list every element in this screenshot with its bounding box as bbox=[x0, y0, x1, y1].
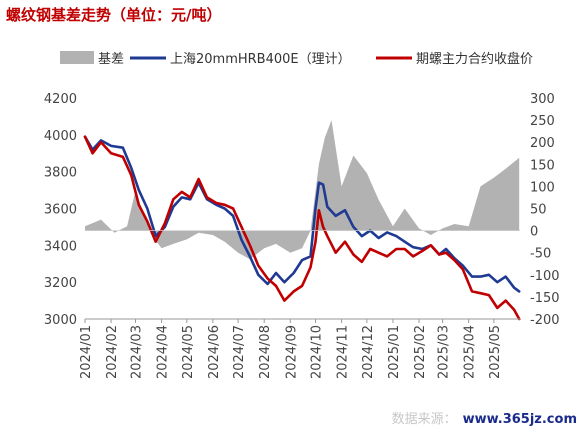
x-tick-label: 2024/12 bbox=[361, 325, 376, 379]
legend-swatch-area bbox=[60, 51, 94, 64]
legend-item-basis: 基差 bbox=[60, 51, 124, 67]
x-tick-label: 2024/10 bbox=[310, 325, 325, 379]
legend-label: 期螺主力合约收盘价 bbox=[416, 51, 533, 67]
legend: 基差 上海20mmHRB400E（理计） 期螺主力合约收盘价 bbox=[60, 51, 533, 67]
y-right-tick-label: 50 bbox=[530, 203, 547, 218]
y-left-tick-label: 3800 bbox=[44, 166, 77, 181]
y-right-tick-label: 250 bbox=[530, 114, 555, 129]
x-tick-label: 2024/05 bbox=[181, 325, 196, 379]
y-left-tick-label: 3200 bbox=[44, 276, 77, 291]
y-right-tick-label: 150 bbox=[530, 158, 555, 173]
x-tick-label: 2025/02 bbox=[413, 325, 428, 379]
y-right-tick-label: -150 bbox=[530, 291, 560, 306]
x-tick-label: 2024/08 bbox=[258, 325, 273, 379]
x-tick-label: 2024/11 bbox=[336, 325, 351, 379]
x-tick-label: 2024/07 bbox=[232, 325, 247, 379]
x-tick-label: 2024/09 bbox=[284, 325, 299, 379]
x-tick-label: 2024/03 bbox=[129, 325, 144, 379]
watermark: 数据来源： www.365jz.com bbox=[392, 408, 577, 427]
x-tick-label: 2025/01 bbox=[387, 325, 402, 379]
legend-item-futures-close: 期螺主力合约收盘价 bbox=[376, 51, 533, 67]
x-tick-label: 2025/04 bbox=[463, 325, 478, 379]
y-left-tick-label: 4200 bbox=[44, 92, 77, 107]
legend-label: 基差 bbox=[98, 52, 124, 67]
y-left-tick-label: 4000 bbox=[44, 129, 77, 144]
y-right-tick-label: -100 bbox=[530, 269, 560, 284]
x-tick-label: 2024/04 bbox=[156, 325, 171, 379]
y-right-tick-label: 0 bbox=[530, 225, 538, 240]
legend-item-shanghai-spot: 上海20mmHRB400E（理计） bbox=[130, 52, 351, 67]
series-basis-area bbox=[85, 120, 520, 260]
y-left-tick-label: 3400 bbox=[44, 239, 77, 254]
y-right-tick-label: 300 bbox=[530, 92, 555, 107]
y-right-tick-label: 200 bbox=[530, 136, 555, 151]
watermark-faint-text: 数据来源： bbox=[391, 412, 457, 427]
y-left-tick-label: 3000 bbox=[44, 313, 77, 328]
x-tick-label: 2025/03 bbox=[437, 325, 452, 379]
x-tick-label: 2024/01 bbox=[79, 325, 94, 379]
x-tick-label: 2025/05 bbox=[488, 325, 503, 379]
series-futures-close-line bbox=[83, 135, 521, 321]
axes-layer: 3000320034003600380040004200-200-150-100… bbox=[44, 92, 560, 379]
basis-area-layer bbox=[85, 120, 520, 260]
x-tick-label: 2024/02 bbox=[105, 325, 120, 379]
y-right-tick-label: -50 bbox=[530, 247, 551, 262]
series-shanghai-spot-line bbox=[83, 135, 521, 293]
y-right-tick-label: 100 bbox=[530, 180, 555, 195]
y-left-tick-label: 3600 bbox=[44, 203, 77, 218]
y-right-tick-label: -200 bbox=[530, 313, 560, 328]
legend-label: 上海20mmHRB400E（理计） bbox=[170, 52, 351, 67]
chart-title: 螺纹钢基差走势（单位：元/吨） bbox=[6, 6, 222, 24]
x-tick-label: 2024/06 bbox=[207, 325, 222, 379]
watermark-site: www.365jz.com bbox=[462, 412, 577, 427]
price-lines-layer bbox=[83, 135, 521, 321]
